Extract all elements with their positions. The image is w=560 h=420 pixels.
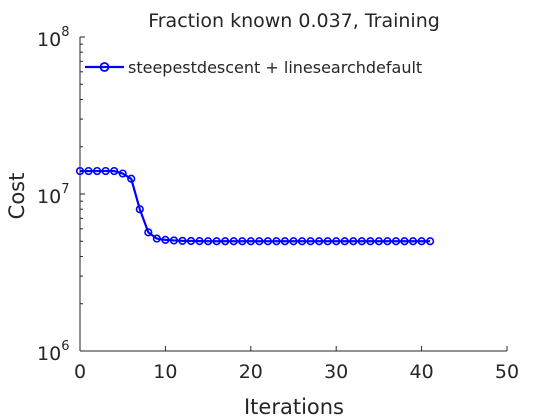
data-point <box>340 237 349 246</box>
data-point <box>263 237 272 246</box>
data-point <box>135 205 144 214</box>
data-point <box>255 237 264 246</box>
data-point <box>195 237 204 246</box>
series-line <box>80 169 431 243</box>
legend: steepestdescent + linesearchdefault <box>85 58 422 77</box>
data-point <box>417 237 426 246</box>
data-point <box>221 237 230 246</box>
legend-label: steepestdescent + linesearchdefault <box>128 58 422 77</box>
data-point <box>391 237 401 246</box>
data-point <box>229 237 238 246</box>
data-point <box>374 237 384 246</box>
data-point <box>152 234 161 243</box>
data-point <box>169 236 179 245</box>
data-point <box>161 235 170 245</box>
data-point <box>118 169 127 178</box>
data-point <box>366 237 375 246</box>
x-tick-label: 10 <box>153 361 177 383</box>
data-point <box>289 237 298 246</box>
legend-marker <box>99 62 110 72</box>
data-point <box>272 237 281 246</box>
data-point <box>127 174 136 183</box>
data-point <box>204 237 213 246</box>
axes: 0 10 20 30 40 50 106 107 108 <box>37 25 519 383</box>
x-axis-label: Iterations <box>244 395 344 419</box>
data-point <box>144 228 153 237</box>
data-point <box>426 237 435 246</box>
plot-area <box>75 166 435 246</box>
data-point <box>408 237 418 246</box>
data-point <box>357 237 366 246</box>
data-point <box>280 237 290 246</box>
data-point <box>383 237 392 246</box>
x-tick-label: 0 <box>74 361 86 383</box>
y-axis-label: Cost <box>5 173 29 220</box>
x-tick-label: 20 <box>239 361 263 383</box>
data-point <box>212 237 221 246</box>
data-point <box>315 237 324 246</box>
y-tick-label: 107 <box>37 182 69 208</box>
data-point <box>400 237 409 246</box>
x-tick-label: 40 <box>410 361 434 383</box>
data-point <box>101 166 110 176</box>
data-point <box>92 166 102 176</box>
y-tick-label: 106 <box>37 339 69 365</box>
chart-title: Fraction known 0.037, Training <box>148 10 440 32</box>
y-tick-label: 108 <box>37 25 69 51</box>
data-point <box>297 237 307 246</box>
data-point <box>323 237 332 246</box>
data-point <box>178 236 187 245</box>
data-point <box>84 166 93 176</box>
data-point <box>110 166 119 176</box>
x-tick-label: 50 <box>495 361 519 383</box>
data-point <box>306 237 315 246</box>
data-point <box>238 237 247 246</box>
data-point <box>246 237 255 246</box>
x-tick-label: 30 <box>324 361 348 383</box>
data-point <box>186 236 196 246</box>
data-point <box>332 237 341 246</box>
data-point <box>75 166 85 176</box>
data-point <box>349 237 358 246</box>
